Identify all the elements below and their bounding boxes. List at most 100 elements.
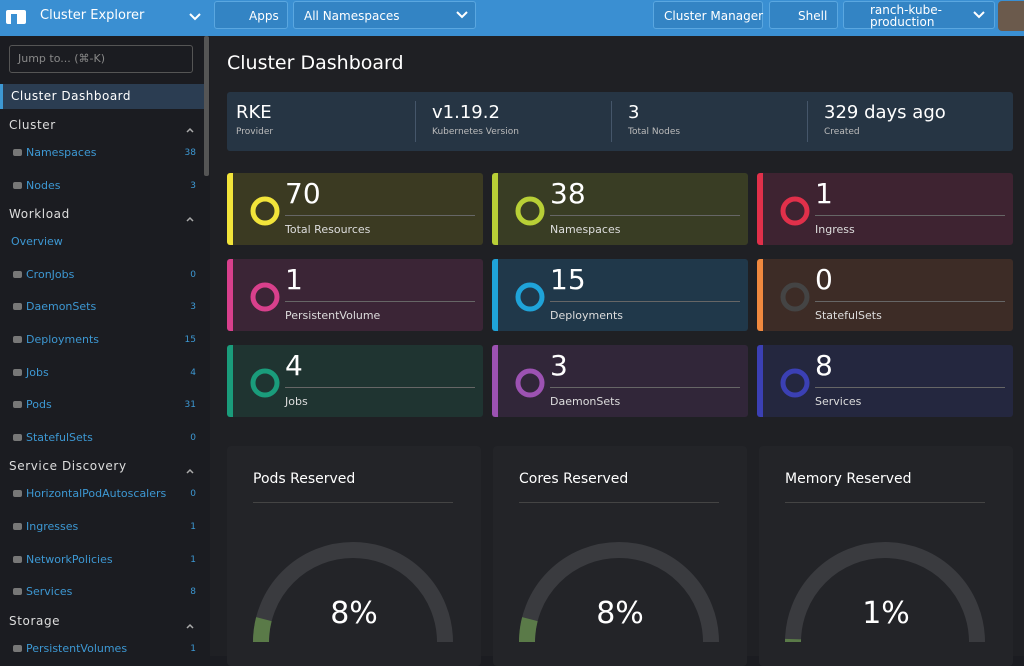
status-ring-graphic bbox=[250, 282, 280, 312]
status-ring bbox=[249, 195, 281, 231]
card-label: StatefulSets bbox=[815, 309, 882, 322]
summary-label: Kubernetes Version bbox=[432, 127, 519, 137]
collapse-icon bbox=[185, 616, 195, 635]
nav-count: 1 bbox=[190, 554, 196, 565]
nav-item[interactable]: NetworkPolicies bbox=[26, 552, 113, 566]
cluster-manager-button[interactable]: Cluster Manager bbox=[653, 1, 763, 29]
resource-card[interactable]: 38 Namespaces bbox=[492, 173, 748, 245]
status-ring bbox=[779, 367, 811, 403]
nav-group-title[interactable]: Service Discovery bbox=[9, 459, 127, 474]
nav-item[interactable]: Ingresses bbox=[26, 520, 79, 533]
card-count: 70 bbox=[285, 177, 321, 210]
status-ring-graphic bbox=[250, 196, 280, 226]
card-count: 0 bbox=[815, 263, 833, 296]
collapse-icon-graphic bbox=[186, 623, 194, 629]
card-label: Total Resources bbox=[285, 223, 371, 236]
nav-icon bbox=[13, 270, 22, 278]
card-label: Namespaces bbox=[550, 223, 621, 236]
nav-count: 4 bbox=[190, 367, 196, 378]
gauge-panel: Pods Reserved 8% bbox=[227, 446, 481, 666]
card-count: 1 bbox=[815, 177, 833, 210]
nav-active[interactable]: Cluster Dashboard bbox=[0, 84, 204, 109]
nav-count: 0 bbox=[190, 432, 196, 443]
status-ring-graphic bbox=[515, 196, 545, 226]
summary-value: v1.19.2 bbox=[432, 102, 500, 123]
resource-card[interactable]: 0 StatefulSets bbox=[757, 259, 1013, 331]
card-divider bbox=[550, 301, 740, 302]
gauge-title: Cores Reserved bbox=[519, 471, 629, 487]
nav-item[interactable]: DaemonSets bbox=[26, 300, 97, 314]
collapse-icon bbox=[185, 120, 195, 139]
summary-label: Created bbox=[824, 127, 860, 137]
nav-item[interactable]: HorizontalPodAutoscalers bbox=[26, 487, 167, 501]
nav-item[interactable]: CronJobs bbox=[26, 267, 75, 281]
card-label: PersistentVolume bbox=[285, 309, 381, 322]
nav-icon bbox=[13, 588, 22, 596]
card-count: 4 bbox=[285, 349, 303, 382]
nav-group-title[interactable]: Workload bbox=[9, 207, 70, 222]
nav-icon bbox=[13, 523, 22, 530]
status-ring bbox=[779, 281, 811, 317]
resource-card[interactable]: 15 Deployments bbox=[492, 259, 748, 331]
nav-item[interactable]: Namespaces bbox=[26, 146, 97, 159]
gauge bbox=[759, 446, 1013, 660]
status-ring-graphic bbox=[515, 282, 545, 312]
page-title: Cluster Dashboard bbox=[227, 52, 404, 74]
nav-count: 0 bbox=[190, 489, 196, 500]
nav-item[interactable]: Jobs bbox=[26, 365, 49, 379]
status-ring bbox=[249, 281, 281, 317]
nav-icon bbox=[13, 303, 22, 311]
card-count: 1 bbox=[285, 263, 303, 296]
card-divider bbox=[550, 215, 740, 216]
nav-item[interactable]: Services bbox=[26, 585, 73, 599]
collapse-icon-graphic bbox=[186, 469, 194, 474]
nav-icon bbox=[13, 181, 22, 189]
chevron[interactable] bbox=[188, 10, 202, 24]
resource-card[interactable]: 1 Ingress bbox=[757, 173, 1013, 245]
card-divider bbox=[550, 387, 740, 388]
card-label: Ingress bbox=[815, 223, 855, 236]
nav-count: 15 bbox=[184, 335, 196, 345]
nav-item[interactable]: StatefulSets bbox=[26, 430, 93, 444]
status-ring bbox=[514, 281, 546, 317]
resource-card[interactable]: 3 DaemonSets bbox=[492, 345, 748, 417]
cluster-select[interactable]: ranch-kube-production bbox=[843, 1, 995, 29]
nav-count: 1 bbox=[190, 522, 196, 532]
top-bar: Cluster Explorer Apps All Namespaces Clu… bbox=[0, 0, 1024, 36]
resource-card[interactable]: 8 Services bbox=[757, 345, 1013, 417]
nav-item[interactable]: Overview bbox=[11, 235, 63, 249]
status-ring-graphic bbox=[780, 282, 810, 312]
resource-card[interactable]: 4 Jobs bbox=[227, 345, 483, 417]
gauge-graphic bbox=[785, 542, 985, 643]
nav-icon bbox=[13, 368, 22, 376]
summary-value: RKE bbox=[236, 102, 272, 123]
nav-icon bbox=[13, 401, 22, 409]
main: Cluster Dashboard RKE Provider v1.19.2 Kube… bbox=[210, 36, 1024, 666]
nav-item[interactable]: Deployments bbox=[26, 333, 100, 346]
status-ring bbox=[249, 367, 281, 403]
product-name: Cluster Explorer bbox=[40, 8, 145, 23]
nav-item[interactable]: Pods bbox=[26, 398, 52, 412]
card-count: 8 bbox=[815, 349, 833, 382]
sidebar: Jump to... (⌘-K) Cluster Dashboard Clust… bbox=[0, 36, 210, 656]
namespace-select[interactable]: All Namespaces bbox=[293, 1, 476, 29]
nav-item[interactable]: PersistentVolumes bbox=[26, 641, 128, 655]
nav-count: 1 bbox=[190, 643, 196, 654]
gauge-value: 8% bbox=[596, 596, 644, 631]
resource-card[interactable]: 1 PersistentVolume bbox=[227, 259, 483, 331]
status-ring bbox=[514, 367, 546, 403]
search-input[interactable]: Jump to... (⌘-K) bbox=[9, 45, 193, 73]
nav-count: 8 bbox=[190, 587, 196, 598]
nav-item[interactable]: Nodes bbox=[26, 178, 61, 192]
gauge-value: 8% bbox=[330, 596, 378, 631]
chevron bbox=[973, 11, 985, 19]
collapse-icon-graphic bbox=[186, 217, 194, 222]
nav-group-title[interactable]: Storage bbox=[9, 613, 61, 628]
apps-button[interactable]: Apps bbox=[214, 1, 288, 29]
avatar[interactable] bbox=[998, 1, 1024, 31]
shell-button[interactable]: Shell bbox=[769, 1, 838, 29]
nav-group-title[interactable]: Cluster bbox=[9, 118, 56, 132]
nav-count: 0 bbox=[190, 269, 196, 280]
resource-card[interactable]: 70 Total Resources bbox=[227, 173, 483, 245]
